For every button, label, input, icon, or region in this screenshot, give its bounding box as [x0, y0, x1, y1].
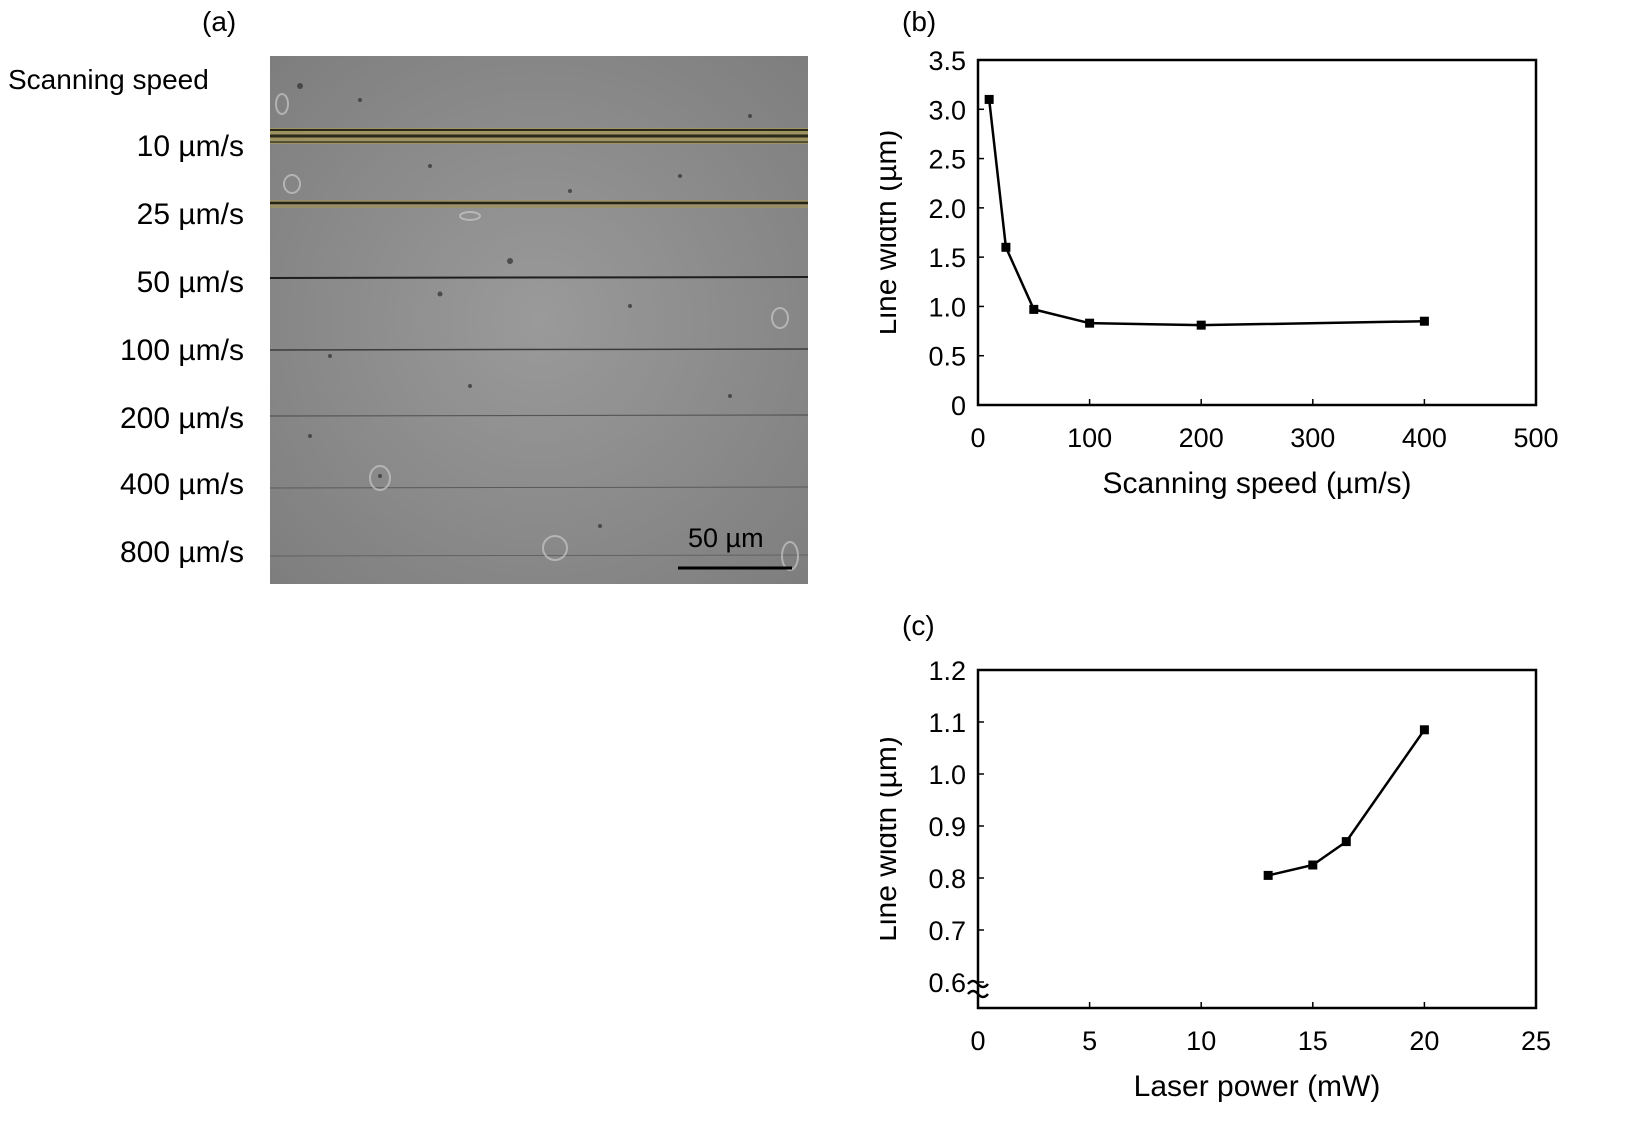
y-tick-label: 3.0 — [928, 95, 966, 125]
scale-bar-label: 50 µm — [688, 523, 764, 553]
panel-b-label: (b) — [902, 6, 937, 37]
y-tick-label: 2.0 — [928, 194, 966, 224]
x-tick-label: 300 — [1290, 423, 1335, 453]
x-axis-label: Scanning speed (µm/s) — [1102, 467, 1411, 500]
plot-frame — [976, 668, 1538, 1010]
speed-label-200: 200 µm/s — [120, 402, 244, 435]
x-tick-label: 15 — [1298, 1026, 1328, 1056]
data-point — [1341, 837, 1351, 847]
x-tick-label: 200 — [1179, 423, 1224, 453]
y-axis-label: Line width (µm) — [880, 736, 903, 942]
series-line — [987, 99, 1425, 327]
y-tick-label: 0.9 — [928, 812, 966, 842]
scanning-speed-heading: Scanning speed — [8, 64, 209, 95]
y-axis-label: Line width (µm) — [880, 130, 903, 336]
x-tick-label: 5 — [1082, 1026, 1097, 1056]
data-point — [1308, 860, 1318, 870]
data-point — [984, 94, 994, 104]
data-point — [1419, 316, 1429, 326]
x-tick-label: 100 — [1067, 423, 1112, 453]
x-tick-label: 0 — [970, 1026, 985, 1056]
chart-b: 0 100 200 300 400 500 0 0.5 1.0 1.5 2.0 2.5 3.0 3.5 Sc… — [880, 46, 1559, 500]
data-point — [1263, 870, 1273, 880]
x-tick-label: 25 — [1521, 1026, 1551, 1056]
y-tick-label: 1.2 — [928, 656, 966, 686]
speed-label-100: 100 µm/s — [120, 334, 244, 367]
data-point — [1419, 725, 1429, 735]
chart-c: 0 5 10 15 20 25 0.6 0.7 0.8 0.9 1.0 1.1 1.2 Laser pow… — [880, 656, 1551, 1103]
axis-break-mark — [967, 979, 989, 999]
y-tick-label: 0.6 — [928, 968, 966, 998]
x-tick-label: 20 — [1409, 1026, 1439, 1056]
x-tick-label: 10 — [1186, 1026, 1216, 1056]
speed-label-10: 10 µm/s — [136, 130, 244, 163]
panel-a-label: (a) — [202, 6, 237, 37]
data-point — [1085, 318, 1095, 328]
y-tick-label: 1.1 — [928, 708, 966, 738]
speed-label-25: 25 µm/s — [136, 198, 244, 231]
plot-frame — [976, 58, 1538, 407]
x-axis-label: Laser power (mW) — [1134, 1070, 1381, 1103]
speed-label-800: 800 µm/s — [120, 536, 244, 569]
speed-label-400: 400 µm/s — [120, 468, 244, 501]
x-tick-label: 0 — [970, 423, 985, 453]
y-tick-label: 0.5 — [928, 342, 966, 372]
data-point — [1001, 242, 1011, 252]
y-tick-label: 1.0 — [928, 760, 966, 790]
data-point — [1196, 320, 1206, 330]
data-point — [1029, 304, 1039, 314]
y-tick-label: 0 — [951, 391, 966, 421]
micrograph-drawing — [270, 56, 808, 584]
x-tick-label: 400 — [1402, 423, 1447, 453]
y-tick-label: 0.8 — [928, 864, 966, 894]
y-tick-label: 1.5 — [928, 243, 966, 273]
x-tick-label: 500 — [1513, 423, 1558, 453]
series-line — [1267, 729, 1426, 877]
speed-label-50: 50 µm/s — [136, 266, 244, 299]
micrograph-image — [270, 56, 808, 584]
y-tick-label: 1.0 — [928, 292, 966, 322]
panel-c-label: (c) — [902, 610, 935, 641]
y-tick-label: 2.5 — [928, 145, 966, 175]
y-tick-label: 3.5 — [928, 46, 966, 76]
y-tick-label: 0.7 — [928, 916, 966, 946]
